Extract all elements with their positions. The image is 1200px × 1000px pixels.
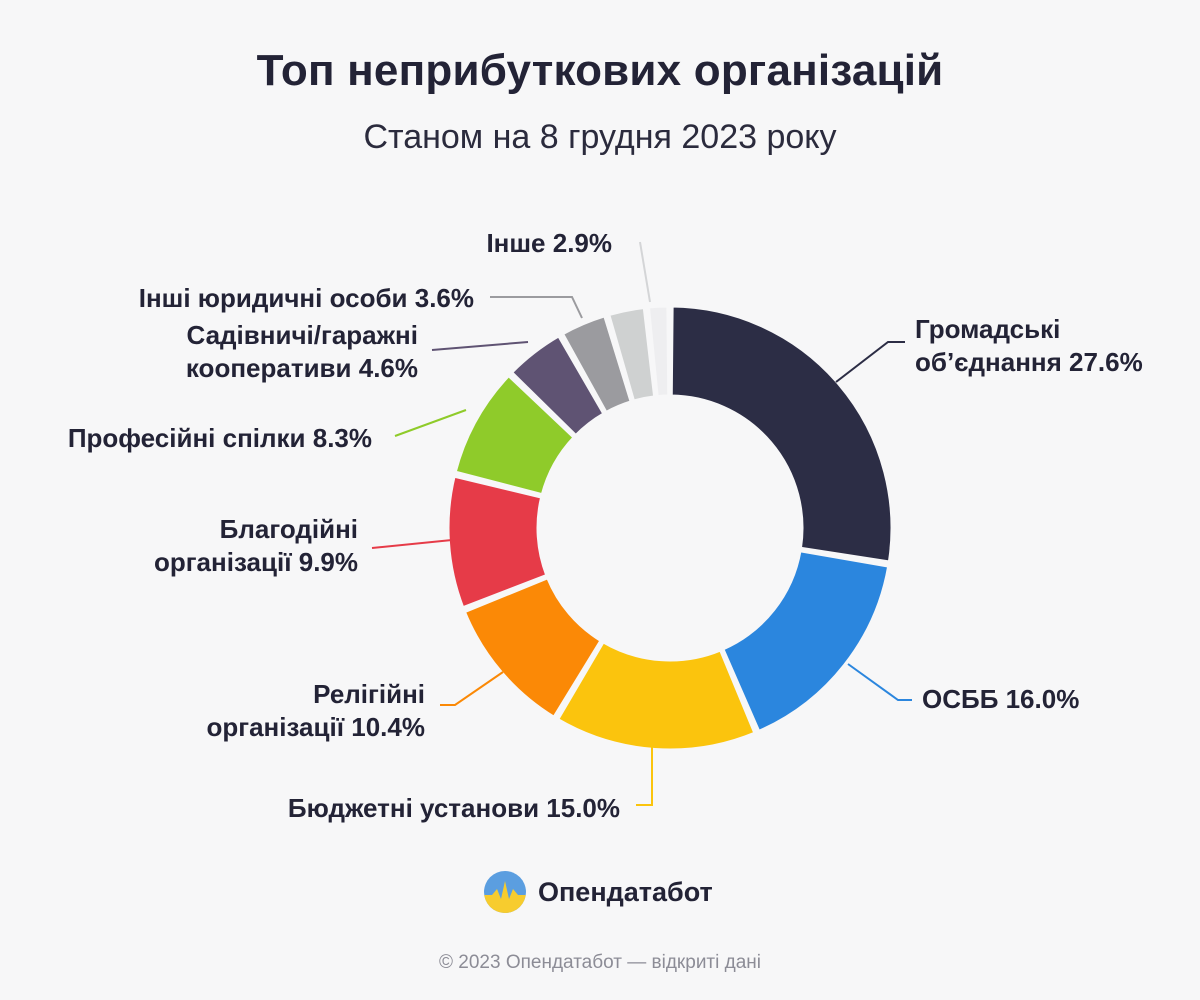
donut-slice-10 — [646, 304, 671, 399]
slice-label-7-line-2: кооперативи 4.6% — [186, 353, 418, 383]
donut-slice-9 — [607, 306, 657, 403]
leader-line-4 — [440, 671, 504, 706]
leader-line-2 — [847, 663, 912, 701]
slice-label-6-line-1: Професійні спілки 8.3% — [68, 423, 372, 453]
leader-line-6 — [394, 409, 467, 437]
slice-label-3-line-1: Бюджетні установи 15.0% — [288, 793, 620, 823]
leader-line-7 — [431, 341, 529, 351]
donut-slice-7 — [510, 334, 606, 438]
slice-label-8-line-1: Інші юридичні особи 3.6% — [139, 283, 474, 313]
leader-line-5 — [371, 539, 453, 549]
slice-label-9-line-1: Інше 2.9% — [486, 228, 612, 258]
slice-label-1-line-1: Громадські — [915, 314, 1060, 344]
slice-label-5-line-2: організації 9.9% — [154, 547, 358, 577]
leader-line-9 — [639, 241, 651, 303]
brand: Опендатабот — [482, 868, 713, 916]
slice-label-4-line-1: Релігійні — [313, 679, 425, 709]
donut-slice-3 — [556, 640, 757, 752]
footer-copyright: © 2023 Опендатабот — відкриті дані — [439, 952, 761, 973]
page-title: Топ неприбуткових організацій — [256, 46, 944, 95]
leader-line-3 — [636, 745, 653, 806]
leader-line-8 — [490, 296, 583, 319]
donut-slice-4 — [462, 576, 603, 719]
slice-label-4-line-2: організації 10.4% — [207, 712, 426, 742]
slice-label-1-line-2: об’єднання 27.6% — [915, 347, 1143, 377]
leader-line-1 — [835, 341, 905, 383]
donut-slice-2 — [721, 549, 891, 733]
brand-name: Опендатабот — [538, 876, 713, 907]
opendatabot-logo-icon — [484, 871, 526, 913]
slice-label-5-line-1: Благодійні — [220, 514, 358, 544]
donut-slice-1 — [669, 304, 894, 564]
donut-slice-5 — [446, 474, 549, 610]
slice-label-7-line-1: Садівничі/гаражні — [187, 320, 419, 350]
page-subtitle: Станом на 8 грудня 2023 року — [363, 118, 837, 156]
donut-slice-8 — [560, 314, 633, 415]
slice-label-2-line-1: ОСББ 16.0% — [922, 684, 1079, 714]
donut-slice-6 — [453, 374, 576, 497]
